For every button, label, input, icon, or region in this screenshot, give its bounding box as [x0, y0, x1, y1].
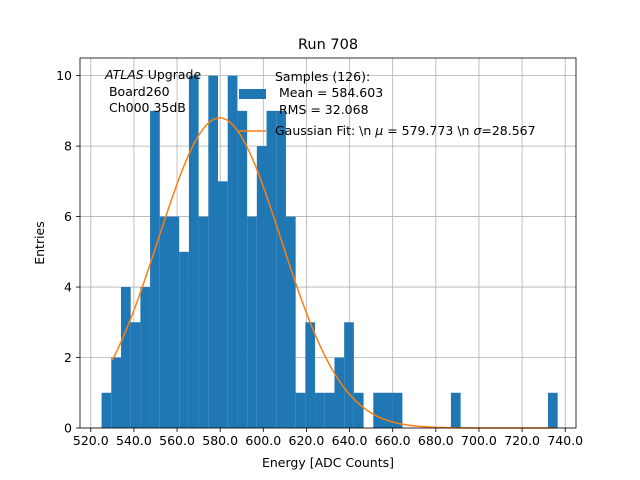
- x-tick-label: 640.0: [332, 433, 368, 448]
- x-tick-label: 560.0: [159, 433, 195, 448]
- histogram-bar: [276, 110, 286, 428]
- histogram-bar: [130, 322, 141, 428]
- histogram-bar: [382, 392, 393, 428]
- histogram-bar: [237, 110, 248, 428]
- histogram-bar: [150, 110, 160, 428]
- grid: [80, 58, 576, 429]
- histogram-bar: [334, 357, 345, 428]
- legend-hist-label-line3: RMS = 32.068: [275, 102, 369, 117]
- y-tick-label: 8: [64, 139, 72, 154]
- histogram-bar: [392, 392, 403, 428]
- legend-fit-label: Gaussian Fit: \n μ = 579.773 \n σ=28.567: [275, 123, 536, 138]
- x-tick-label: 580.0: [202, 433, 238, 448]
- histogram-bar: [353, 392, 364, 428]
- sigma-symbol: σ: [473, 123, 482, 138]
- histogram-bar: [295, 392, 306, 428]
- x-tick-label: 520.0: [73, 433, 109, 448]
- y-tick-label: 2: [64, 350, 72, 365]
- x-tick-label: 600.0: [245, 433, 281, 448]
- y-axis-ticks: 0 2 4 6 8 10: [56, 68, 80, 436]
- histogram-bar: [373, 392, 383, 428]
- legend-hist-label-line2: Mean = 584.603: [275, 85, 383, 100]
- y-axis-label: Entries: [32, 221, 47, 265]
- x-axis-label: Energy [ADC Counts]: [262, 455, 394, 470]
- histogram-bar: [120, 287, 131, 428]
- y-tick-label: 6: [64, 209, 72, 224]
- histogram-bar: [305, 322, 316, 428]
- histogram-bar: [179, 251, 189, 428]
- histogram-bar: [111, 357, 121, 428]
- x-tick-label: 620.0: [289, 433, 325, 448]
- x-tick-label: 740.0: [547, 433, 583, 448]
- upgrade-label: Upgrade: [144, 67, 202, 82]
- svg-text:ATLAS Upgrade: ATLAS Upgrade: [104, 67, 201, 82]
- y-tick-label: 10: [56, 68, 72, 83]
- legend-hist-label-line1: Samples (126):: [275, 69, 370, 84]
- histogram-bar: [256, 146, 267, 428]
- histogram-bar: [208, 75, 219, 428]
- chart-title: Run 708: [298, 37, 358, 53]
- histogram-bar: [101, 392, 112, 428]
- histogram-bar: [227, 75, 238, 428]
- histogram-bar: [198, 216, 209, 428]
- x-axis-ticks: 520.0 540.0 560.0 580.0 600.0 620.0 640.0 660.0…: [73, 428, 583, 448]
- histogram-bar: [218, 181, 228, 428]
- atlas-label: ATLAS: [104, 67, 144, 82]
- x-tick-label: 540.0: [116, 433, 152, 448]
- y-tick-label: 0: [64, 421, 72, 436]
- x-tick-label: 720.0: [504, 433, 540, 448]
- histogram-bar: [344, 322, 354, 428]
- x-tick-label: 700.0: [461, 433, 497, 448]
- board-label: Board260: [105, 84, 170, 99]
- histogram-bar: [324, 392, 335, 428]
- histogram-bar: [169, 216, 180, 428]
- histogram-bar: [285, 216, 296, 428]
- histogram-bar: [140, 287, 151, 428]
- histogram-bar: [159, 216, 170, 428]
- channel-label: Ch000 35dB: [105, 100, 186, 115]
- mu-symbol: μ: [374, 123, 383, 138]
- histogram-bar: [188, 75, 199, 428]
- x-tick-label: 660.0: [375, 433, 411, 448]
- legend-hist-swatch: [239, 89, 266, 99]
- histogram-bar: [547, 392, 558, 428]
- x-tick-label: 680.0: [418, 433, 454, 448]
- histogram-bar: [450, 392, 461, 428]
- histogram-bar: [247, 216, 257, 428]
- histogram-bar: [266, 110, 277, 428]
- legend: Samples (126): Mean = 584.603 RMS = 32.0…: [239, 69, 536, 138]
- histogram-bar: [315, 392, 325, 428]
- histogram-bars: [101, 75, 558, 428]
- atlas-annotation: ATLAS Upgrade Board260 Ch000 35dB: [104, 67, 201, 115]
- axes-frame: [79, 57, 577, 429]
- y-tick-label: 4: [64, 280, 72, 295]
